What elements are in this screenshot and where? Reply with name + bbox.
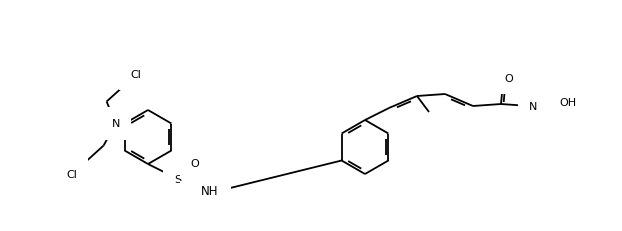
- Text: O: O: [190, 158, 200, 168]
- Text: S: S: [174, 174, 182, 184]
- Text: O: O: [190, 192, 200, 202]
- Text: N: N: [111, 119, 120, 129]
- Text: NH: NH: [202, 185, 219, 198]
- Text: OH: OH: [559, 97, 577, 108]
- Text: O: O: [504, 74, 513, 84]
- Text: Cl: Cl: [66, 170, 77, 180]
- Text: Cl: Cl: [130, 69, 141, 79]
- Text: N: N: [529, 102, 537, 112]
